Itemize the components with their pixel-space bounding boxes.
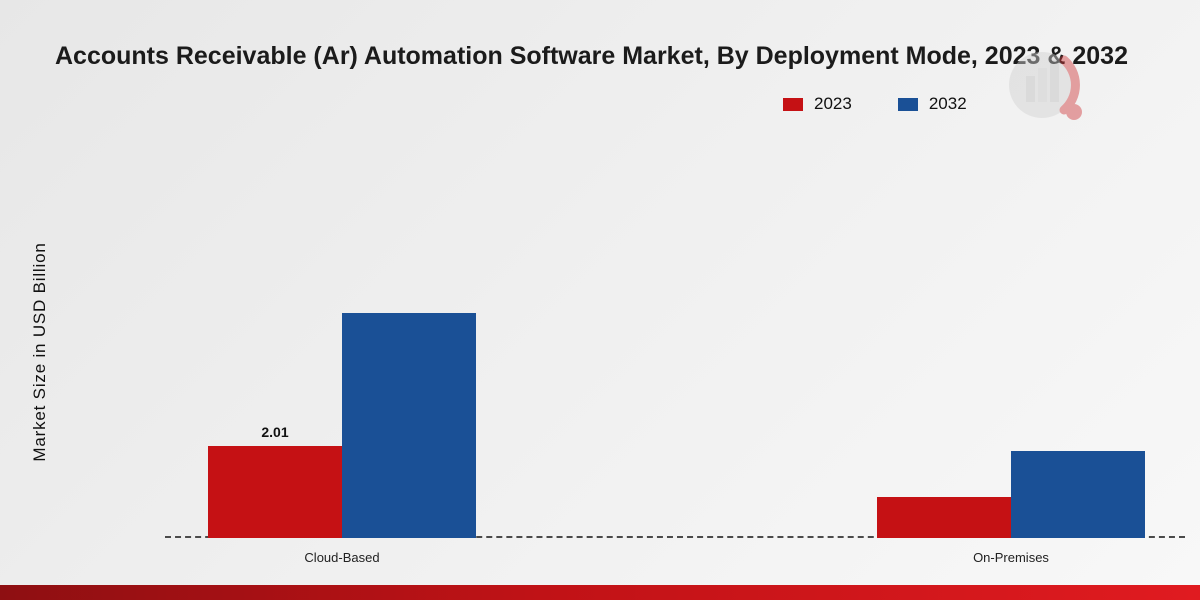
legend-label-2032: 2032 xyxy=(928,94,967,113)
bar-2023-cloud-based: 2.01 xyxy=(208,424,342,538)
chart-title: Accounts Receivable (Ar) Automation Soft… xyxy=(55,42,1128,70)
bar-2032-on-premises xyxy=(1011,450,1145,538)
legend-item-2032: 2032 xyxy=(897,94,967,114)
x-axis-baseline xyxy=(165,536,1185,538)
category-label-cloud-based: Cloud-Based xyxy=(304,550,380,565)
watermark-logo-icon xyxy=(1009,52,1082,120)
legend-swatch-2032-icon xyxy=(897,97,918,111)
legend: 2023 2032 xyxy=(783,94,967,114)
bar-group-cloud-based: 2.01 xyxy=(208,312,476,538)
bar-2032-cloud-based xyxy=(342,312,476,538)
category-label-on-premises: On-Premises xyxy=(973,550,1049,565)
data-label-2023-cloud-based: 2.01 xyxy=(261,423,289,440)
legend-item-2023: 2023 xyxy=(783,94,852,114)
bar-group-on-premises xyxy=(877,450,1145,538)
legend-label-2023: 2023 xyxy=(814,94,852,113)
bar-2023-on-premises xyxy=(877,496,1011,538)
plot-area: 2.01 Cloud-Based On-Premises xyxy=(165,150,1185,565)
footer-accent-bar xyxy=(0,585,1200,600)
legend-swatch-2023-icon xyxy=(783,97,803,111)
y-axis-label: Market Size in USD Billion xyxy=(30,242,49,462)
